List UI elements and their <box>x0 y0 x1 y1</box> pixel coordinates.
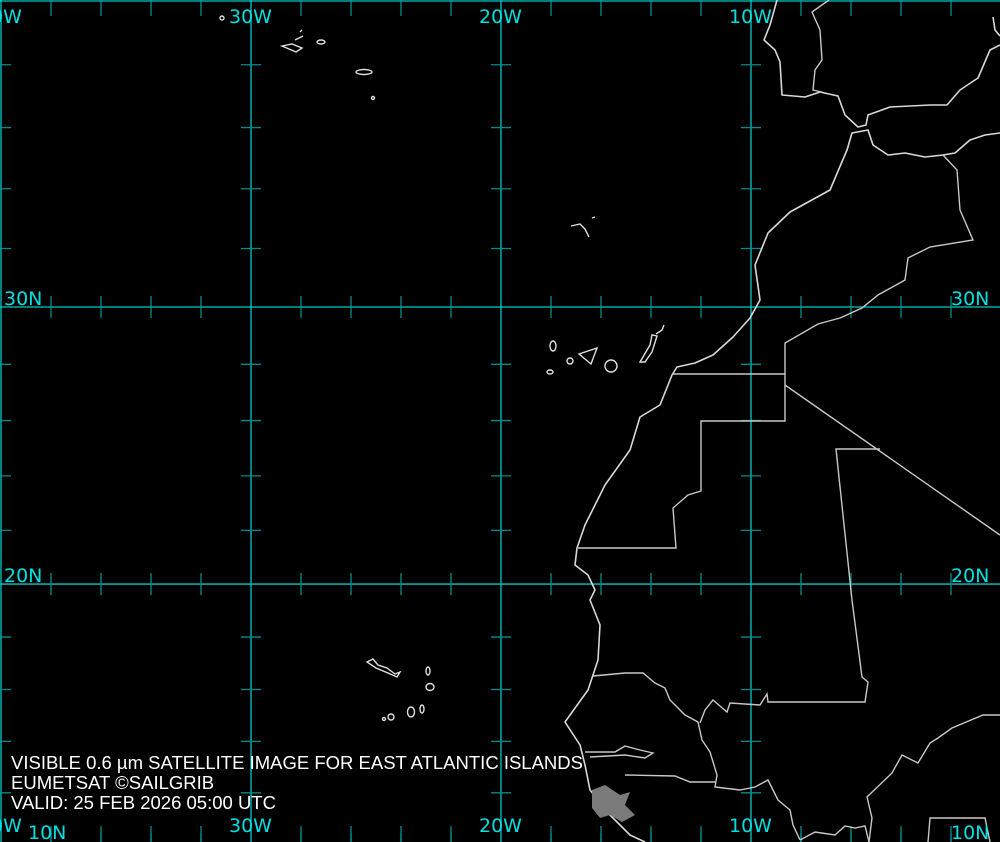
caption-valid-time: VALID: 25 FEB 2026 05:00 UTC <box>11 792 276 813</box>
island-lanzarote <box>655 324 665 335</box>
island-cape-verde-brava <box>381 716 387 722</box>
island-cape-verde-santiago <box>406 706 416 718</box>
border-morocco-algeria <box>784 154 974 375</box>
longitude-label-bottom: 10W <box>729 815 772 837</box>
island-azores-santa-maria <box>370 95 376 101</box>
latitude-label-left: 10N <box>28 822 67 842</box>
image-caption: VISIBLE 0.6 µm SATELLITE IMAGE FOR EAST … <box>11 753 583 813</box>
island-gran-canaria <box>604 359 618 373</box>
longitude-label-bottom: 20W <box>479 815 522 837</box>
border-gambia <box>585 745 655 759</box>
border-mali-east <box>866 714 1000 842</box>
border-senegal-north <box>592 672 801 841</box>
island-cape-verde-north <box>365 658 402 678</box>
border-bottom <box>799 825 870 842</box>
longitude-label-top: 30W <box>229 6 272 28</box>
coastline-iberia <box>763 0 1000 128</box>
island-tenerife <box>577 346 599 366</box>
border-mauritania-mali <box>699 448 880 724</box>
island-azores-flores <box>219 15 225 21</box>
latitude-label-left: 30N <box>4 288 43 310</box>
longitude-label-top: 20W <box>479 6 522 28</box>
latitude-label-left: 20N <box>4 565 43 588</box>
border-bottom-right <box>927 817 991 842</box>
border-portugal-spain <box>811 0 830 93</box>
border-algeria-mali <box>784 384 1000 536</box>
island-cape-verde-sal <box>425 666 431 676</box>
island-cape-verde-maio <box>419 704 425 714</box>
latitude-label-right: 20N <box>951 565 990 588</box>
longitude-label-bottom: 30W <box>229 815 272 837</box>
island-fuerteventura <box>638 334 658 363</box>
island-madeira <box>570 216 596 238</box>
caption-source: EUMETSAT ©SAILGRIB <box>11 772 215 793</box>
island-cape-verde-fogo <box>387 713 395 721</box>
latitude-label-right: 10N <box>951 822 990 842</box>
border-guinea <box>624 774 715 783</box>
island-azores-central <box>279 29 304 53</box>
coastline-africa <box>564 129 1000 842</box>
island-cape-verde-boavista <box>425 682 435 692</box>
island-azores-terceira <box>316 39 326 45</box>
border-western-sahara-mauritania <box>578 375 786 549</box>
island-el-hierro <box>546 369 554 375</box>
island-la-palma <box>549 340 557 352</box>
longitude-label-top: 40W <box>0 6 22 28</box>
longitude-label-bottom: 40W <box>0 815 22 837</box>
caption-title: VISIBLE 0.6 µm SATELLITE IMAGE FOR EAST … <box>11 752 583 773</box>
island-la-gomera <box>566 357 574 365</box>
cloud-patch <box>592 785 635 822</box>
coastline-france <box>992 16 1000 37</box>
longitude-label-top: 10W <box>729 6 772 28</box>
latitude-label-right: 30N <box>951 288 990 310</box>
island-azores-sao-miguel <box>355 68 373 76</box>
